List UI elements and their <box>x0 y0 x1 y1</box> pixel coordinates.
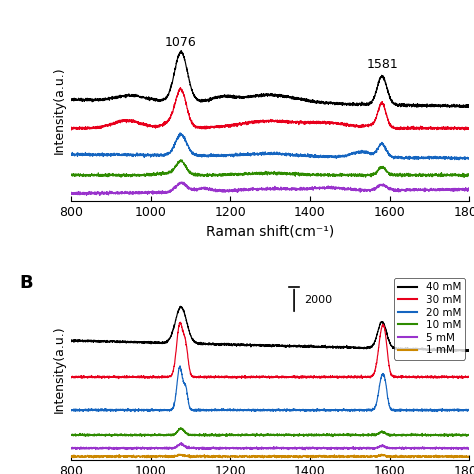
Text: 2000: 2000 <box>304 295 332 305</box>
Y-axis label: Intensity(a.u.): Intensity(a.u.) <box>53 325 65 412</box>
Text: 1076: 1076 <box>165 36 197 49</box>
Text: 1581: 1581 <box>366 58 398 72</box>
X-axis label: Raman shift(cm⁻¹): Raman shift(cm⁻¹) <box>206 225 334 238</box>
Y-axis label: Intensity(a.u.): Intensity(a.u.) <box>53 66 65 154</box>
Legend: 40 mM, 30 mM, 20 mM, 10 mM, 5 mM, 1 mM: 40 mM, 30 mM, 20 mM, 10 mM, 5 mM, 1 mM <box>394 278 465 359</box>
Text: B: B <box>19 274 33 292</box>
